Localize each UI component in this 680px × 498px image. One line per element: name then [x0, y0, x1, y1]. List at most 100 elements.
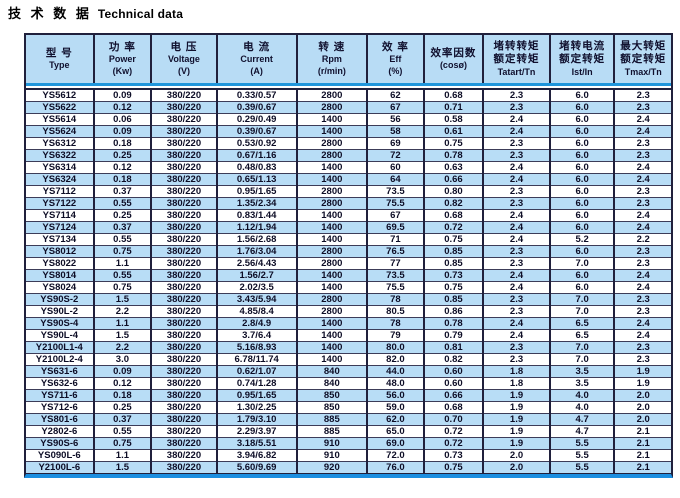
table-cell: 0.68	[422, 401, 484, 414]
table-row: YS7122 0.55 380/220 1.35/2.34 2800 75.5 0.82 2.…	[26, 197, 671, 210]
table-cell: 3.0	[92, 353, 152, 366]
table-cell: 78	[366, 293, 424, 306]
title-bar-purple-segment	[8, 20, 54, 27]
table-row: YS090L-6 1.1 380/220 3.94/6.82 910 72.0 0.73 2.…	[26, 449, 671, 462]
column-header-line: 电 压	[170, 41, 198, 54]
table-cell: 56.0	[366, 389, 424, 402]
table-cell: 1.8	[482, 365, 550, 378]
table-cell: 380/220	[150, 353, 217, 366]
column-header-line: 电 流	[243, 41, 271, 54]
column-header-line: 效 率	[381, 41, 409, 54]
table-cell: 0.61	[422, 125, 484, 138]
table-cell: 2.0	[482, 449, 550, 462]
table-cell: 0.82	[422, 353, 484, 366]
title-bar-blue-segment	[54, 20, 166, 27]
table-row: YS711-6 0.18 380/220 0.95/1.65 850 56.0 0.66 1.…	[26, 389, 671, 402]
table-cell: 75.5	[366, 197, 424, 210]
table-cell: 0.71	[422, 101, 484, 114]
table-cell: Y2100L-6	[26, 461, 94, 474]
table-cell: 380/220	[150, 197, 217, 210]
table-cell: 1.79/3.10	[215, 413, 297, 426]
table-cell: 5.60/9.69	[215, 461, 297, 474]
table-cell: 1.8	[482, 377, 550, 390]
column-header-line: 额定转矩	[493, 53, 540, 66]
table-cell: 2.3	[613, 257, 671, 270]
table-cell: 2.3	[613, 341, 671, 354]
table-cell: 380/220	[150, 233, 217, 246]
table-cell: YS90S-2	[26, 293, 94, 306]
table-cell: 2.4	[482, 113, 550, 126]
table-cell: 0.73	[422, 269, 484, 282]
table-cell: YS632-6	[26, 377, 94, 390]
table-row: YS801-6 0.37 380/220 1.79/3.10 885 62.0 0.70 1.…	[26, 413, 671, 426]
table-cell: YS6322	[26, 149, 94, 162]
column-header: 功 率 Power (Kw)	[92, 35, 152, 83]
table-cell: 5.5	[548, 437, 615, 450]
table-cell: 0.82	[422, 197, 484, 210]
table-cell: 1.5	[92, 329, 152, 342]
table-cell: 380/220	[150, 389, 217, 402]
table-cell: 72	[366, 149, 424, 162]
table-cell: 2.3	[482, 101, 550, 114]
table-cell: 69.0	[366, 437, 424, 450]
table-cell: 0.60	[422, 377, 484, 390]
column-header-line: (r/min)	[317, 65, 346, 76]
table-cell: 44.0	[366, 365, 424, 378]
table-cell: 2.4	[482, 161, 550, 174]
table-row: YS712-6 0.25 380/220 1.30/2.25 850 59.0 0.68 1.…	[26, 401, 671, 414]
table-row: Y2100L2-4 3.0 380/220 6.78/11.74 1400 82.0 0.8…	[26, 353, 671, 366]
table-row: YS90S-2 1.5 380/220 3.43/5.94 2800 78 0.85 2.3 7…	[26, 293, 671, 306]
table-cell: 2.4	[613, 281, 671, 294]
table-cell: 2.3	[482, 185, 550, 198]
table-cell: 1400	[295, 125, 368, 138]
column-header-line: Type	[49, 59, 70, 70]
column-header-line: 转 速	[318, 41, 346, 54]
table-cell: 0.09	[92, 365, 152, 378]
table-cell: 0.74/1.28	[215, 377, 297, 390]
table-cell: 77	[366, 257, 424, 270]
table-cell: 380/220	[150, 425, 217, 438]
table-cell: 0.73	[422, 449, 484, 462]
table-cell: 0.12	[92, 101, 152, 114]
table-cell: 2.3	[613, 245, 671, 258]
table-cell: 2.8/4.9	[215, 317, 297, 330]
table-cell: 0.65/1.13	[215, 173, 297, 186]
table-cell: 7.0	[548, 341, 615, 354]
table-cell: YS6324	[26, 173, 94, 186]
table-cell: 76.0	[366, 461, 424, 474]
column-header: 电 流 Current (A)	[215, 35, 297, 83]
table-cell: 67	[366, 209, 424, 222]
table-cell: 1400	[295, 173, 368, 186]
table-cell: 1.76/3.04	[215, 245, 297, 258]
table-cell: YS5614	[26, 113, 94, 126]
table-row: YS7134 0.55 380/220 1.56/2.68 1400 71 0.75 2.4 5…	[26, 233, 671, 246]
table-cell: 2.3	[482, 149, 550, 162]
table-cell: 380/220	[150, 269, 217, 282]
table-cell: 380/220	[150, 221, 217, 234]
table-cell: 380/220	[150, 185, 217, 198]
table-cell: 1400	[295, 161, 368, 174]
table-cell: 380/220	[150, 209, 217, 222]
table-row: YS8022 1.1 380/220 2.56/4.43 2800 77 0.85 2.3 7.…	[26, 257, 671, 270]
table-cell: 0.55	[92, 425, 152, 438]
table-cell: 56	[366, 113, 424, 126]
table-cell: 2.3	[482, 293, 550, 306]
table-cell: 67	[366, 101, 424, 114]
table-cell: Y2802-6	[26, 425, 94, 438]
table-cell: 6.0	[548, 185, 615, 198]
table-cell: 7.0	[548, 293, 615, 306]
table-cell: 380/220	[150, 305, 217, 318]
column-header-line: (Kw)	[112, 65, 133, 76]
table-cell: 6.0	[548, 221, 615, 234]
table-cell: 1400	[295, 353, 368, 366]
table-cell: 5.2	[548, 233, 615, 246]
column-header-line: 最大转矩	[620, 40, 667, 53]
column-header-line: (A)	[250, 65, 263, 76]
table-cell: 380/220	[150, 341, 217, 354]
table-cell: 0.37	[92, 185, 152, 198]
table-cell: 73.5	[366, 185, 424, 198]
table-cell: 0.75	[92, 437, 152, 450]
table-cell: 1.35/2.34	[215, 197, 297, 210]
table-cell: 6.0	[548, 149, 615, 162]
table-row: YS7114 0.25 380/220 0.83/1.44 1400 67 0.68 2.4 6…	[26, 209, 671, 222]
